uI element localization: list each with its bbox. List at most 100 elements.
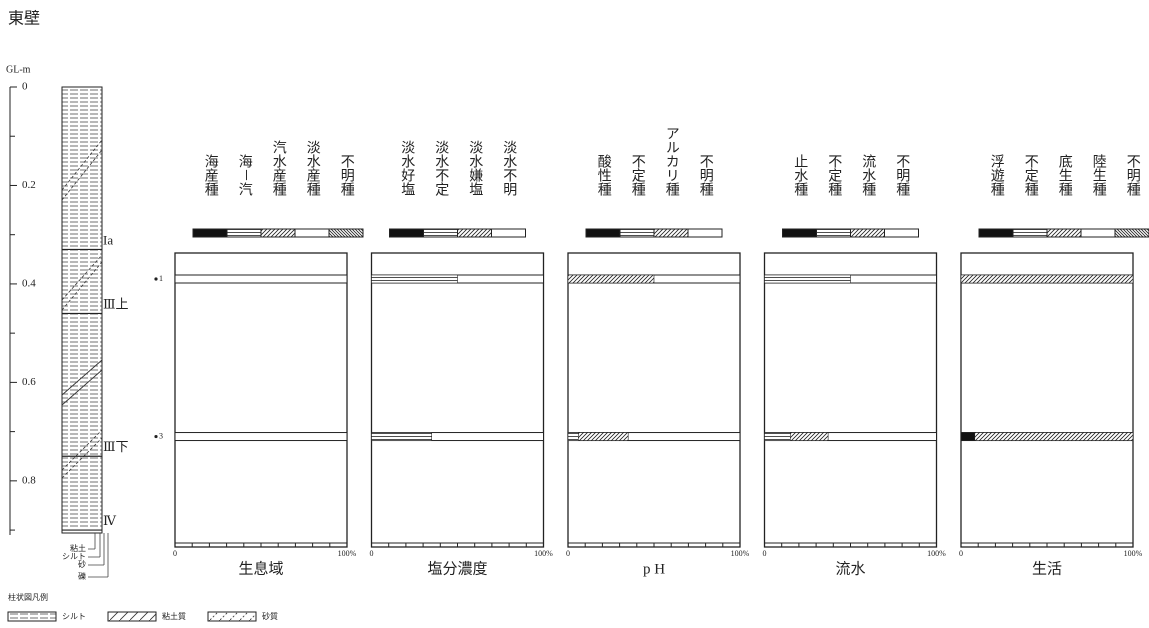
series-name: 底生種 xyxy=(1057,154,1073,196)
x-axis-label: p H xyxy=(643,561,665,577)
legend-swatch xyxy=(294,228,330,238)
bar-segment xyxy=(974,432,1134,441)
grain-scale-label: 砂 xyxy=(78,559,86,569)
figure-title: 東壁 xyxy=(8,9,40,28)
stratigraphic-column xyxy=(61,86,103,534)
sample-marker xyxy=(154,277,158,281)
legend-swatch xyxy=(192,228,228,238)
sample-marker xyxy=(154,434,158,439)
sample-band xyxy=(174,432,348,442)
bar-segment xyxy=(789,432,829,441)
legend-swatch xyxy=(226,228,262,238)
legend-swatch xyxy=(491,228,526,238)
x-tick-label: 100% xyxy=(731,549,750,558)
legend-label: シルト xyxy=(62,612,86,621)
sample-label: 3 xyxy=(159,431,163,440)
depth-axis-label: GL-m xyxy=(6,64,31,75)
legend-swatch xyxy=(653,228,689,238)
series-name: 不定種 xyxy=(826,154,842,196)
depth-tick-label: 0.2 xyxy=(22,179,36,191)
column-body xyxy=(61,86,103,534)
legend-swatch xyxy=(260,228,296,238)
series-name: 不明種 xyxy=(1125,154,1141,196)
legend-swatch xyxy=(107,611,157,622)
bar-segment xyxy=(960,432,976,441)
legend-swatch xyxy=(1080,228,1116,238)
depth-tick-label: 0.8 xyxy=(22,474,36,486)
clay-streaks xyxy=(61,359,103,406)
legend-swatch xyxy=(207,611,257,622)
sand-streaks xyxy=(61,139,103,479)
legend-swatch xyxy=(423,228,458,238)
series-name: 不明種 xyxy=(698,154,714,196)
grain-scale-label: 礫 xyxy=(78,571,86,581)
legend-title: 柱状図凡例 xyxy=(8,592,48,602)
legend-swatch xyxy=(389,228,424,238)
x-axis-label: 塩分濃度 xyxy=(427,560,487,577)
layer-label: Ⅲ下 xyxy=(103,439,129,454)
series-name: アルカリ種 xyxy=(664,126,680,196)
grain-scale-label: シルト xyxy=(62,552,86,561)
bar-segment xyxy=(764,274,851,284)
series-name: 淡水不定 xyxy=(433,140,449,197)
bar-segment xyxy=(567,274,655,284)
legend-swatch xyxy=(884,228,919,238)
legend-label: 砂質 xyxy=(262,611,278,621)
depth-tick-label: 0.4 xyxy=(22,277,36,289)
x-tick-label: 100% xyxy=(338,549,357,558)
grain-scale-label: 粘土 xyxy=(70,543,86,553)
bar-segment xyxy=(960,274,1134,284)
legend-label: 粘土質 xyxy=(162,611,186,621)
series-name: 淡水好塩 xyxy=(399,140,415,196)
series-name: 不定種 xyxy=(630,154,646,196)
series-name: 淡水不明 xyxy=(501,140,517,197)
legend-swatch xyxy=(782,228,817,238)
series-name: 汽水産種 xyxy=(271,140,287,196)
series-name: 不明種 xyxy=(339,154,355,196)
x-axis-label: 生活 xyxy=(1032,560,1062,577)
bar-segment xyxy=(764,432,791,441)
series-name: 淡水嫌塩 xyxy=(467,140,483,196)
series-name: 止水種 xyxy=(792,154,808,196)
depth-tick-label: 0.6 xyxy=(22,376,36,388)
panel-frame xyxy=(174,252,348,548)
legend-swatch xyxy=(816,228,851,238)
x-tick-label: 0 xyxy=(173,549,177,558)
legend-swatch xyxy=(1012,228,1048,238)
legend-swatch xyxy=(7,611,57,622)
panel-frame xyxy=(763,252,938,548)
series-name: 海産種 xyxy=(203,154,219,196)
legend-swatch xyxy=(687,228,723,238)
x-tick-label: 0 xyxy=(566,549,570,558)
series-name: 淡水産種 xyxy=(305,140,321,196)
series-name: 海－汽 xyxy=(237,154,253,196)
legend-swatch xyxy=(619,228,655,238)
bar-segment xyxy=(567,432,579,441)
legend-swatch xyxy=(1046,228,1082,238)
x-tick-label: 100% xyxy=(927,549,946,558)
x-axis-label: 流水 xyxy=(835,560,865,577)
bar-segment xyxy=(371,274,458,284)
sample-label: 1 xyxy=(159,274,163,283)
bar-segment xyxy=(578,432,629,441)
x-tick-label: 0 xyxy=(959,549,963,558)
legend-swatch xyxy=(1114,228,1149,238)
panel-frame xyxy=(960,252,1134,548)
x-tick-label: 0 xyxy=(370,549,374,558)
legend-swatch xyxy=(850,228,885,238)
panel-frame xyxy=(567,252,741,548)
sample-band xyxy=(174,274,348,284)
bar-segment xyxy=(371,432,433,441)
layer-label: Ⅳ xyxy=(103,513,117,528)
x-tick-label: 100% xyxy=(1124,549,1143,558)
series-name: 不定種 xyxy=(1023,154,1039,196)
panel-frame xyxy=(370,252,545,548)
series-name: 浮遊種 xyxy=(989,154,1005,196)
layer-label: Ⅲ上 xyxy=(103,296,129,311)
x-tick-label: 100% xyxy=(534,549,553,558)
series-name: 陸生種 xyxy=(1091,154,1107,196)
x-axis-label: 生息域 xyxy=(238,560,283,577)
series-name: 酸性種 xyxy=(596,154,612,196)
legend-swatch xyxy=(978,228,1014,238)
